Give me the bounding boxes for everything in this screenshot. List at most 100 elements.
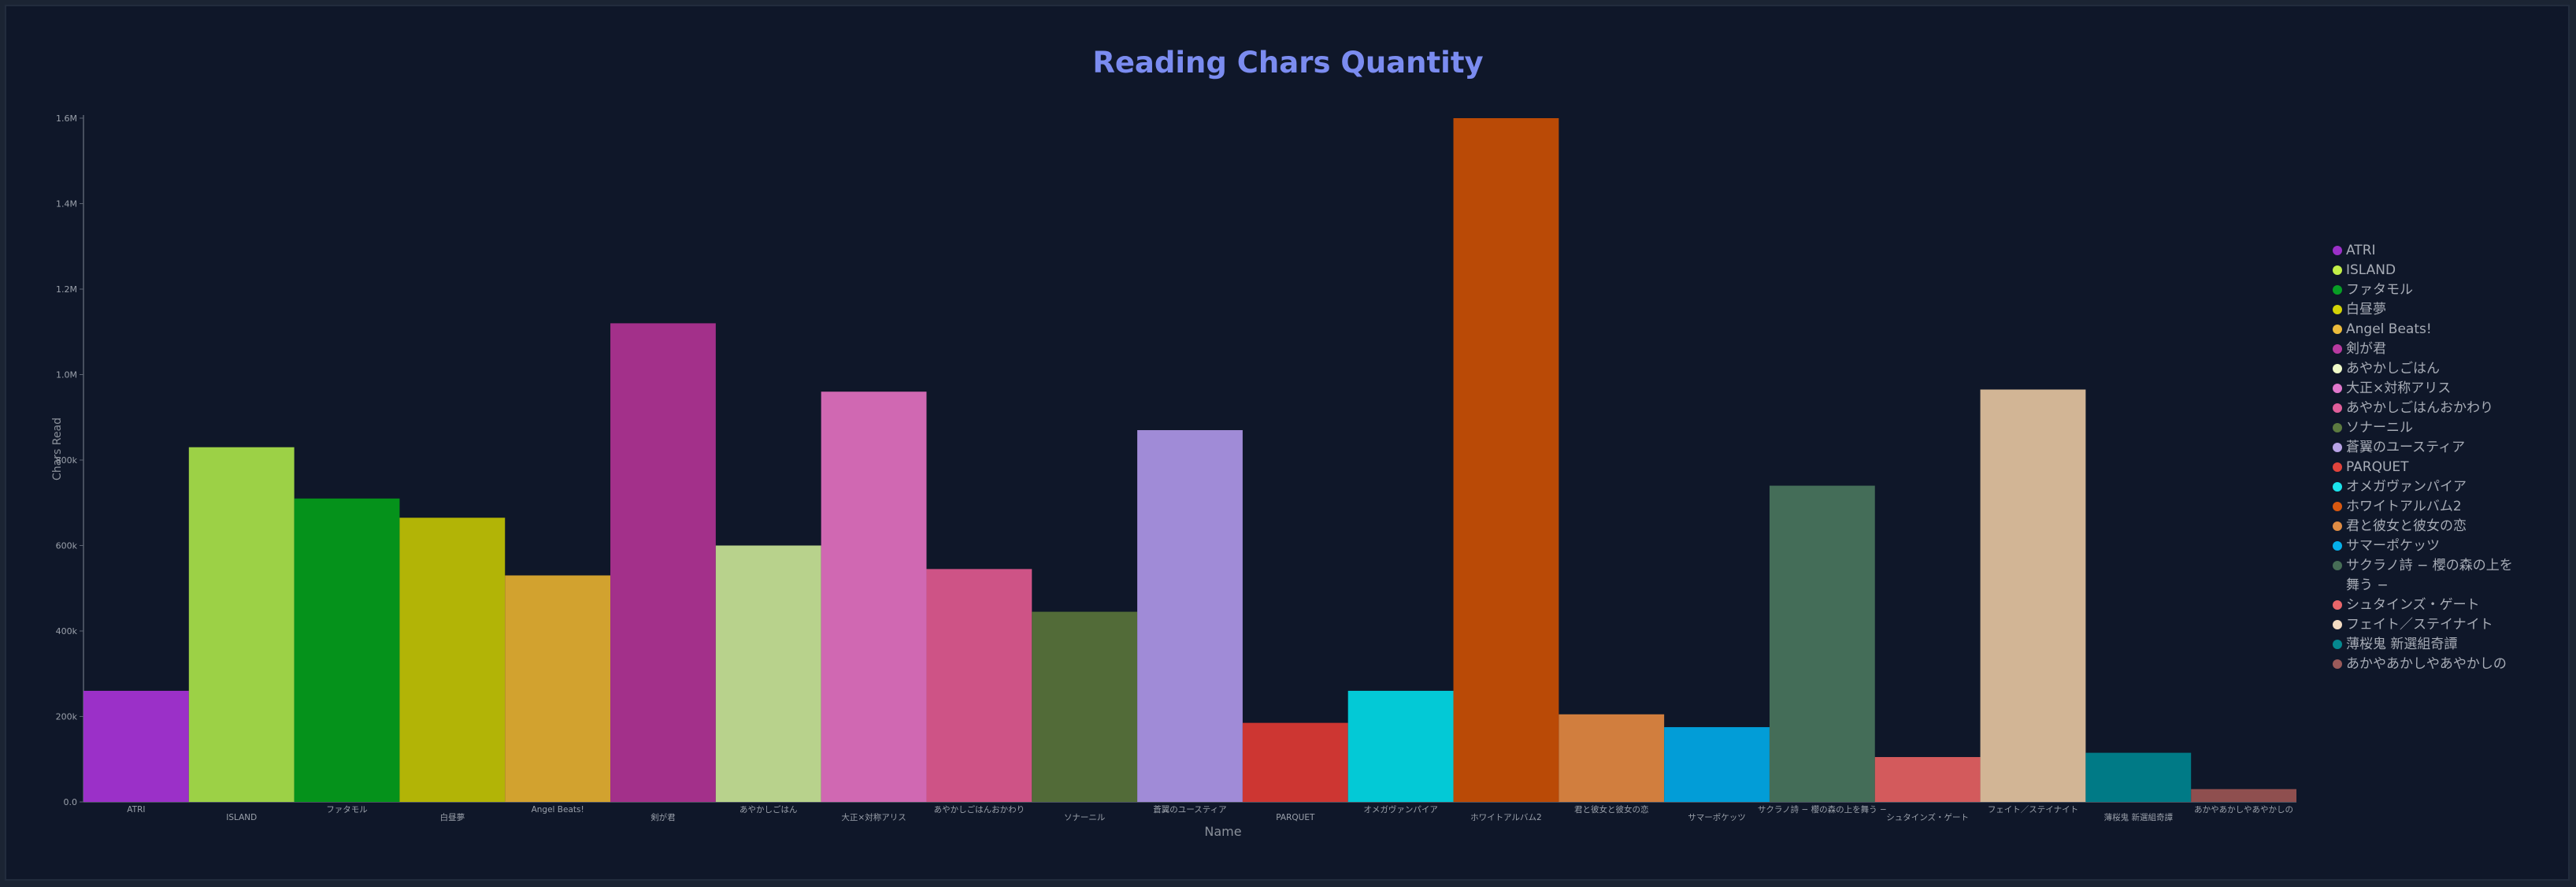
x-tick-label: サクラノ詩 − 櫻の森の上を舞う − xyxy=(1758,804,1887,815)
x-axis-label: Name xyxy=(1204,824,1241,839)
bar xyxy=(294,498,400,802)
bar xyxy=(1664,727,1770,802)
y-tick-label: 600k xyxy=(56,541,78,551)
bar xyxy=(1769,485,1875,802)
bar xyxy=(926,569,1032,802)
legend-label: Angel Beats! xyxy=(2346,321,2432,337)
legend-swatch xyxy=(2333,600,2342,610)
legend-item: 大正×対称アリス xyxy=(2333,379,2522,399)
x-tick-label: ファタモル xyxy=(326,805,368,815)
legend: ATRI ISLAND ファタモル白昼夢 Angel Beats! 剣が君あやかしごはん… xyxy=(2333,241,2522,674)
chart-title: Reading Chars Quantity xyxy=(1092,46,1484,80)
legend-label: ファタモル xyxy=(2346,282,2413,298)
bar xyxy=(1032,611,1138,802)
y-tick-label: 1.4M xyxy=(56,199,77,210)
legend-swatch xyxy=(2333,443,2342,452)
legend-swatch xyxy=(2333,620,2342,629)
bar xyxy=(83,690,189,802)
x-tick-label: フェイト／ステイナイト xyxy=(1988,805,2078,815)
legend-swatch xyxy=(2333,246,2342,255)
legend-label: ATRI xyxy=(2346,243,2376,258)
legend-swatch xyxy=(2333,482,2342,492)
legend-item: Angel Beats! xyxy=(2333,320,2522,340)
legend-label: 君と彼女と彼女の恋 xyxy=(2346,518,2467,534)
bar xyxy=(2191,789,2296,802)
legend-swatch xyxy=(2333,502,2342,511)
legend-item: ATRI xyxy=(2333,241,2522,261)
x-tick-label: ISLAND xyxy=(226,813,257,822)
legend-label: 白昼夢 xyxy=(2346,302,2386,317)
x-tick-label: 剣が君 xyxy=(650,812,676,822)
legend-swatch xyxy=(2333,403,2342,413)
legend-swatch xyxy=(2333,561,2342,570)
x-tick-label: あやかしごはん xyxy=(739,804,798,815)
legend-swatch xyxy=(2333,640,2342,649)
legend-swatch xyxy=(2333,265,2342,275)
legend-swatch xyxy=(2333,364,2342,373)
legend-label: あやかしごはん xyxy=(2346,361,2440,377)
bar xyxy=(715,545,821,802)
y-axis-label: Chars Read xyxy=(51,418,64,481)
y-tick-label: 800k xyxy=(56,455,78,466)
legend-swatch xyxy=(2333,285,2342,295)
x-tick-label: あかやあかしやあやかしの xyxy=(2194,805,2293,815)
legend-item: 薄桜鬼 新選組奇譚 xyxy=(2333,635,2522,655)
x-tick-label: PARQUET xyxy=(1276,813,1315,822)
bar xyxy=(2085,752,2192,802)
bar xyxy=(1347,690,1454,802)
legend-item: ソナーニル xyxy=(2333,418,2522,438)
x-tick-label: シュタインズ・ゲート xyxy=(1886,812,1969,822)
legend-item: ISLAND xyxy=(2333,261,2522,280)
legend-item: サクラノ詩 − 櫻の森の上を舞う − xyxy=(2333,556,2522,596)
x-tick-label: ソナーニル xyxy=(1064,813,1106,822)
legend-label: ISLAND xyxy=(2346,262,2396,278)
x-tick-label: 白昼夢 xyxy=(440,812,465,822)
x-tick-label: ホワイトアルバム2 xyxy=(1470,813,1542,822)
x-tick-label: ATRI xyxy=(127,805,145,815)
x-tick-label: 薄桜鬼 新選組奇譚 xyxy=(2104,812,2174,822)
bar xyxy=(399,518,506,802)
y-tick-label: 1.2M xyxy=(56,284,77,295)
bar xyxy=(188,447,295,802)
x-tick-label: あやかしごはんおかわり xyxy=(934,804,1025,815)
legend-item: 蒼翼のユースティア xyxy=(2333,438,2522,458)
legend-item: 剣が君 xyxy=(2333,340,2522,359)
legend-item: シュタインズ・ゲート xyxy=(2333,596,2522,615)
x-tick-label: 君と彼女と彼女の恋 xyxy=(1574,804,1649,815)
y-tick-label: 1.0M xyxy=(56,370,77,380)
y-tick-label: 1.6M xyxy=(56,113,77,124)
x-tick-label: Angel Beats! xyxy=(532,805,584,815)
bar xyxy=(821,392,927,802)
legend-item: オメガヴァンパイア xyxy=(2333,477,2522,497)
legend-swatch xyxy=(2333,541,2342,551)
y-tick-label: 400k xyxy=(56,626,78,636)
x-tick-label: 大正×対称アリス xyxy=(841,812,906,822)
legend-label: サマーポケッツ xyxy=(2346,538,2440,554)
bar xyxy=(1874,757,1981,802)
legend-item: あやかしごはんおかわり xyxy=(2333,399,2522,418)
legend-swatch xyxy=(2333,423,2342,432)
legend-label: シュタインズ・ゲート xyxy=(2346,597,2480,613)
bar xyxy=(505,575,611,802)
y-tick-label: 200k xyxy=(56,712,78,722)
legend-label: フェイト／ステイナイト xyxy=(2346,617,2493,633)
legend-item: 白昼夢 xyxy=(2333,300,2522,320)
x-tick-label: 蒼翼のユースティア xyxy=(1153,805,1226,815)
legend-item: あかやあかしやあやかしの xyxy=(2333,655,2522,674)
legend-label: あかやあかしやあやかしの xyxy=(2346,656,2507,672)
bar xyxy=(1137,430,1243,802)
legend-item: ホワイトアルバム2 xyxy=(2333,497,2522,517)
legend-label: 薄桜鬼 新選組奇譚 xyxy=(2346,636,2458,652)
legend-label: ソナーニル xyxy=(2346,420,2413,436)
legend-item: ファタモル xyxy=(2333,280,2522,300)
legend-label: ホワイトアルバム2 xyxy=(2346,499,2462,514)
y-tick-label: 0.0 xyxy=(64,797,78,807)
legend-swatch xyxy=(2333,521,2342,531)
bar xyxy=(610,323,716,802)
bar xyxy=(1453,118,1559,802)
legend-swatch xyxy=(2333,325,2342,334)
legend-item: PARQUET xyxy=(2333,458,2522,477)
x-tick-label: オメガヴァンパイア xyxy=(1363,804,1438,815)
legend-item: サマーポケッツ xyxy=(2333,536,2522,556)
legend-swatch xyxy=(2333,305,2342,314)
